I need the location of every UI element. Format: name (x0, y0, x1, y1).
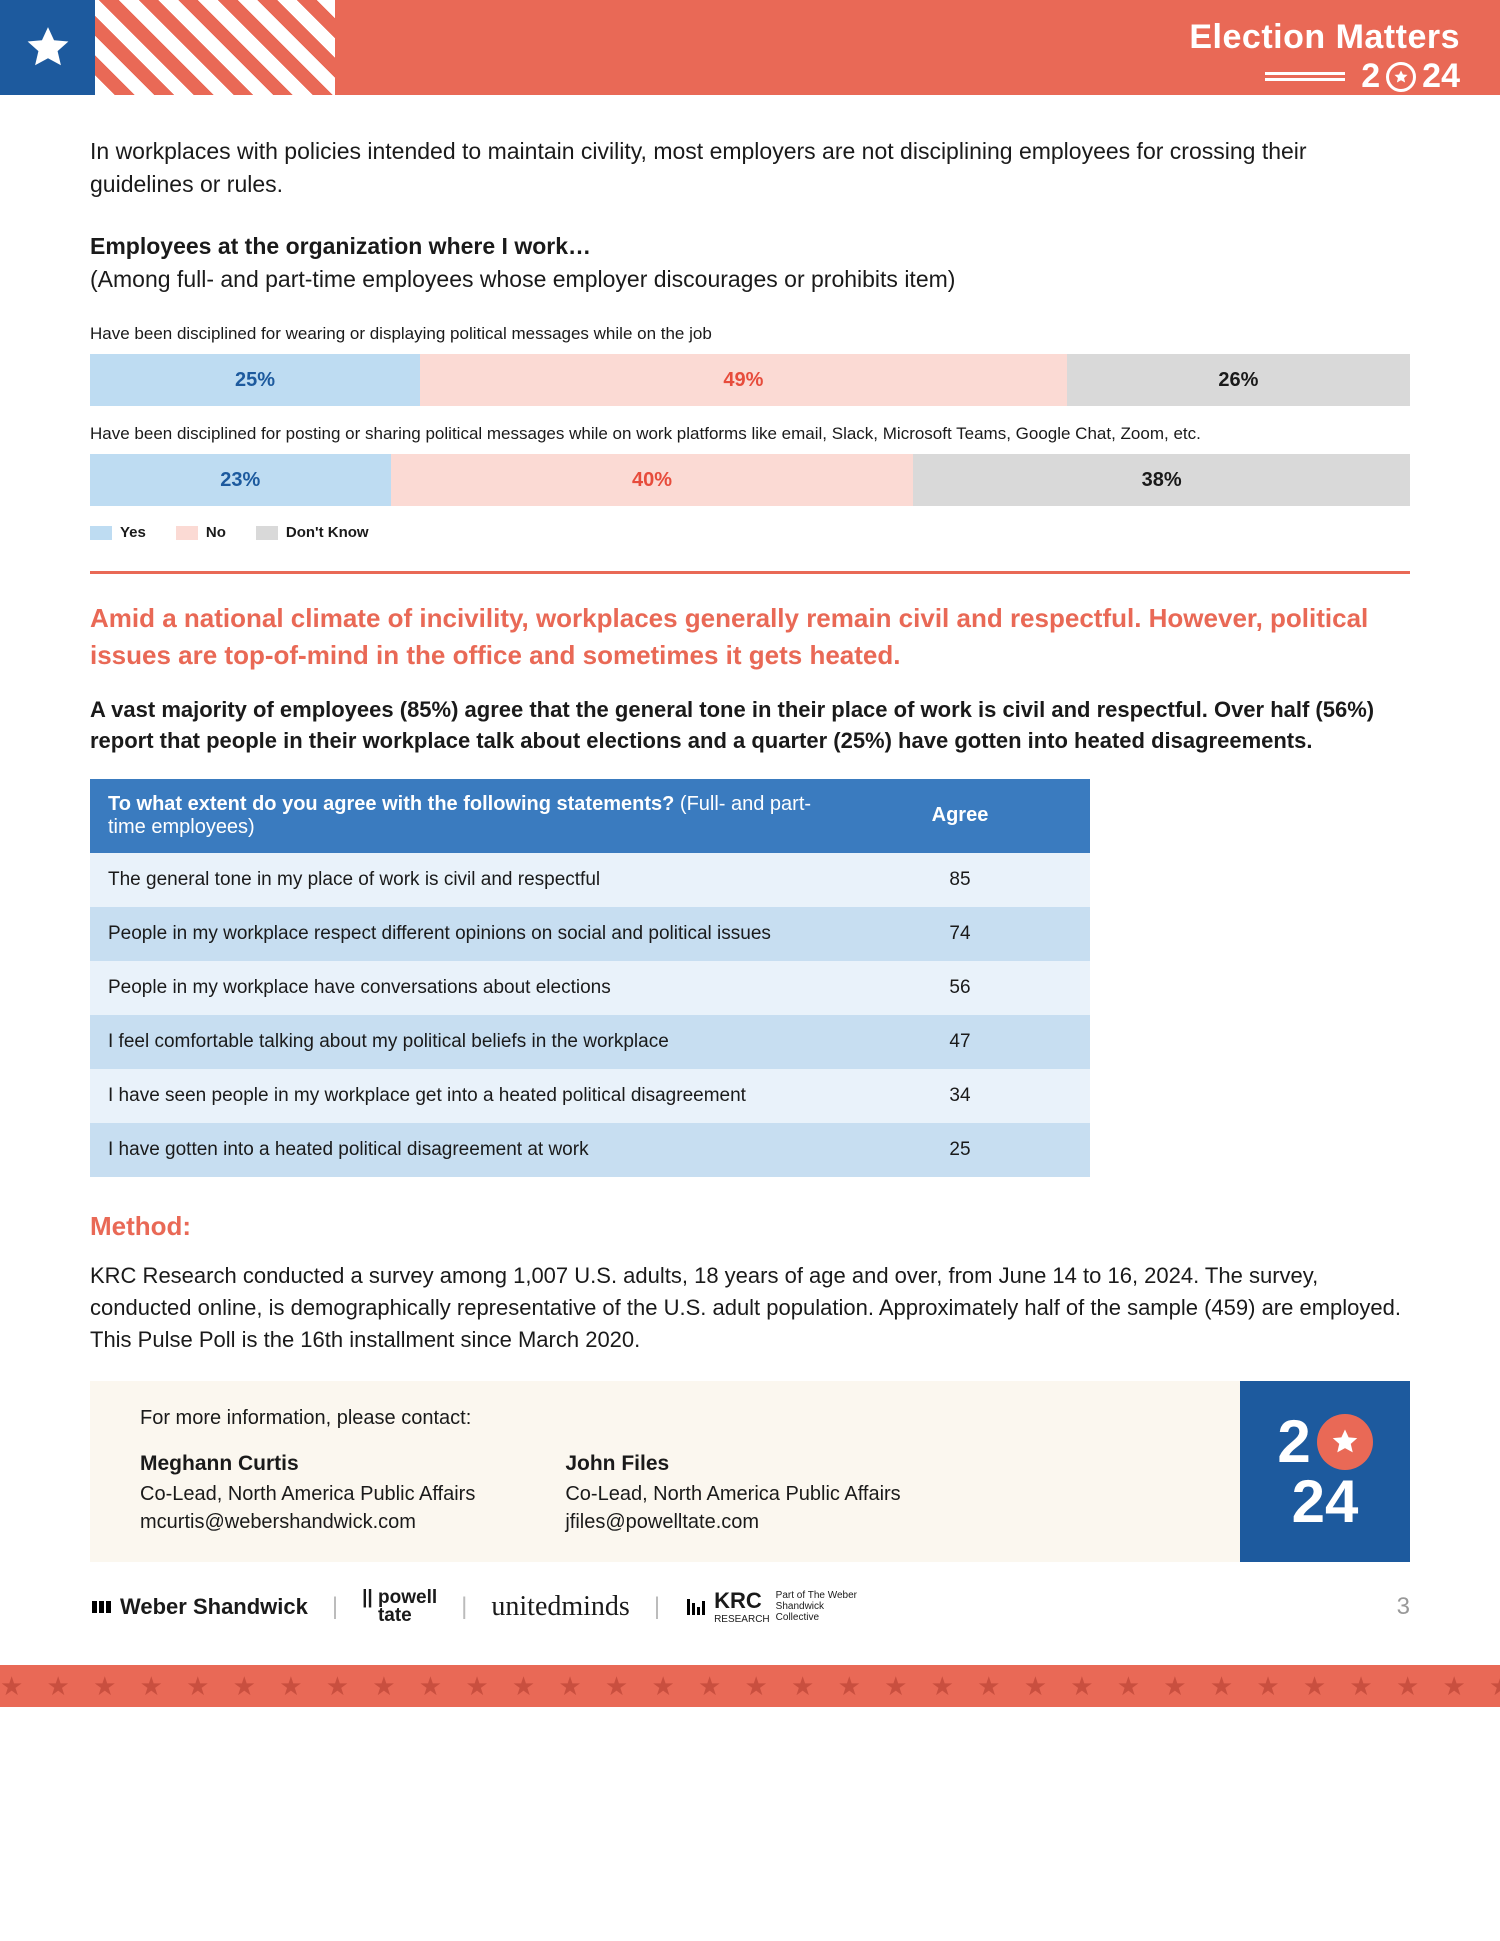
table-row: I feel comfortable talking about my poli… (90, 1015, 1090, 1069)
page-number: 3 (1397, 1593, 1410, 1621)
bar-label: Have been disciplined for posting or sha… (90, 424, 1410, 444)
bar-segment-yes: 23% (90, 454, 391, 506)
section-heading: Amid a national climate of incivility, w… (90, 600, 1410, 673)
bar-charts: Have been disciplined for wearing or dis… (90, 324, 1410, 506)
partner-logos: Weber Shandwick | || powell tate | unite… (90, 1582, 1410, 1645)
page-content: In workplaces with policies intended to … (0, 95, 1500, 1665)
table-question-header: To what extent do you agree with the fol… (90, 779, 830, 853)
page-header: Election Matters 2 24 (0, 0, 1500, 95)
header-stripes-icon (95, 0, 335, 95)
bar-label: Have been disciplined for wearing or dis… (90, 324, 1410, 344)
table-row: The general tone in my place of work is … (90, 853, 1090, 907)
table-agree-header: Agree (830, 779, 1090, 853)
legend: Yes No Don't Know (90, 524, 1410, 541)
title-year: 2 24 (1189, 57, 1460, 96)
table-row: People in my workplace have conversation… (90, 961, 1090, 1015)
page-footer: ★ ★ ★ ★ ★ ★ ★ ★ ★ ★ ★ ★ ★ ★ ★ ★ ★ ★ ★ ★ … (0, 1665, 1500, 1707)
title-text: Election Matters (1189, 18, 1460, 57)
star-icon (1386, 62, 1416, 92)
table-row: People in my workplace respect different… (90, 907, 1090, 961)
divider (90, 571, 1410, 574)
contact-intro: For more information, please contact: (140, 1407, 1360, 1430)
intro-text: In workplaces with policies intended to … (90, 135, 1410, 202)
bar-segment-dk: 26% (1067, 354, 1410, 406)
weber-shandwick-logo: Weber Shandwick (90, 1594, 308, 1620)
subhead: Employees at the organization where I wo… (90, 230, 1410, 297)
contact-box: For more information, please contact: Me… (90, 1381, 1410, 1562)
method-text: KRC Research conducted a survey among 1,… (90, 1260, 1410, 1356)
header-star-icon (0, 0, 95, 95)
footer-stars-icon: ★ ★ ★ ★ ★ ★ ★ ★ ★ ★ ★ ★ ★ ★ ★ ★ ★ ★ ★ ★ … (0, 1665, 1500, 1707)
table-row: I have gotten into a heated political di… (90, 1123, 1090, 1177)
bar-segment-no: 49% (420, 354, 1067, 406)
agreement-table: To what extent do you agree with the fol… (90, 779, 1090, 1177)
contact-person: Meghann CurtisCo-Lead, North America Pub… (140, 1452, 475, 1536)
year-badge: 2 24 (1240, 1381, 1410, 1562)
contact-person: John FilesCo-Lead, North America Public … (565, 1452, 900, 1536)
powell-tate-logo: || powell tate (362, 1589, 437, 1625)
star-icon (1317, 1414, 1373, 1470)
header-title: Election Matters 2 24 (1189, 18, 1460, 96)
summary-paragraph: A vast majority of employees (85%) agree… (90, 695, 1410, 757)
unitedminds-logo: unitedminds (491, 1591, 629, 1623)
stacked-bar: 25%49%26% (90, 354, 1410, 406)
method-heading: Method: (90, 1211, 1410, 1242)
table-row: I have seen people in my workplace get i… (90, 1069, 1090, 1123)
bar-segment-no: 40% (391, 454, 914, 506)
bar-segment-yes: 25% (90, 354, 420, 406)
krc-logo: KRCRESEARCH Part of The Weber Shandwick … (684, 1588, 866, 1625)
stacked-bar: 23%40%38% (90, 454, 1410, 506)
bar-segment-dk: 38% (913, 454, 1410, 506)
